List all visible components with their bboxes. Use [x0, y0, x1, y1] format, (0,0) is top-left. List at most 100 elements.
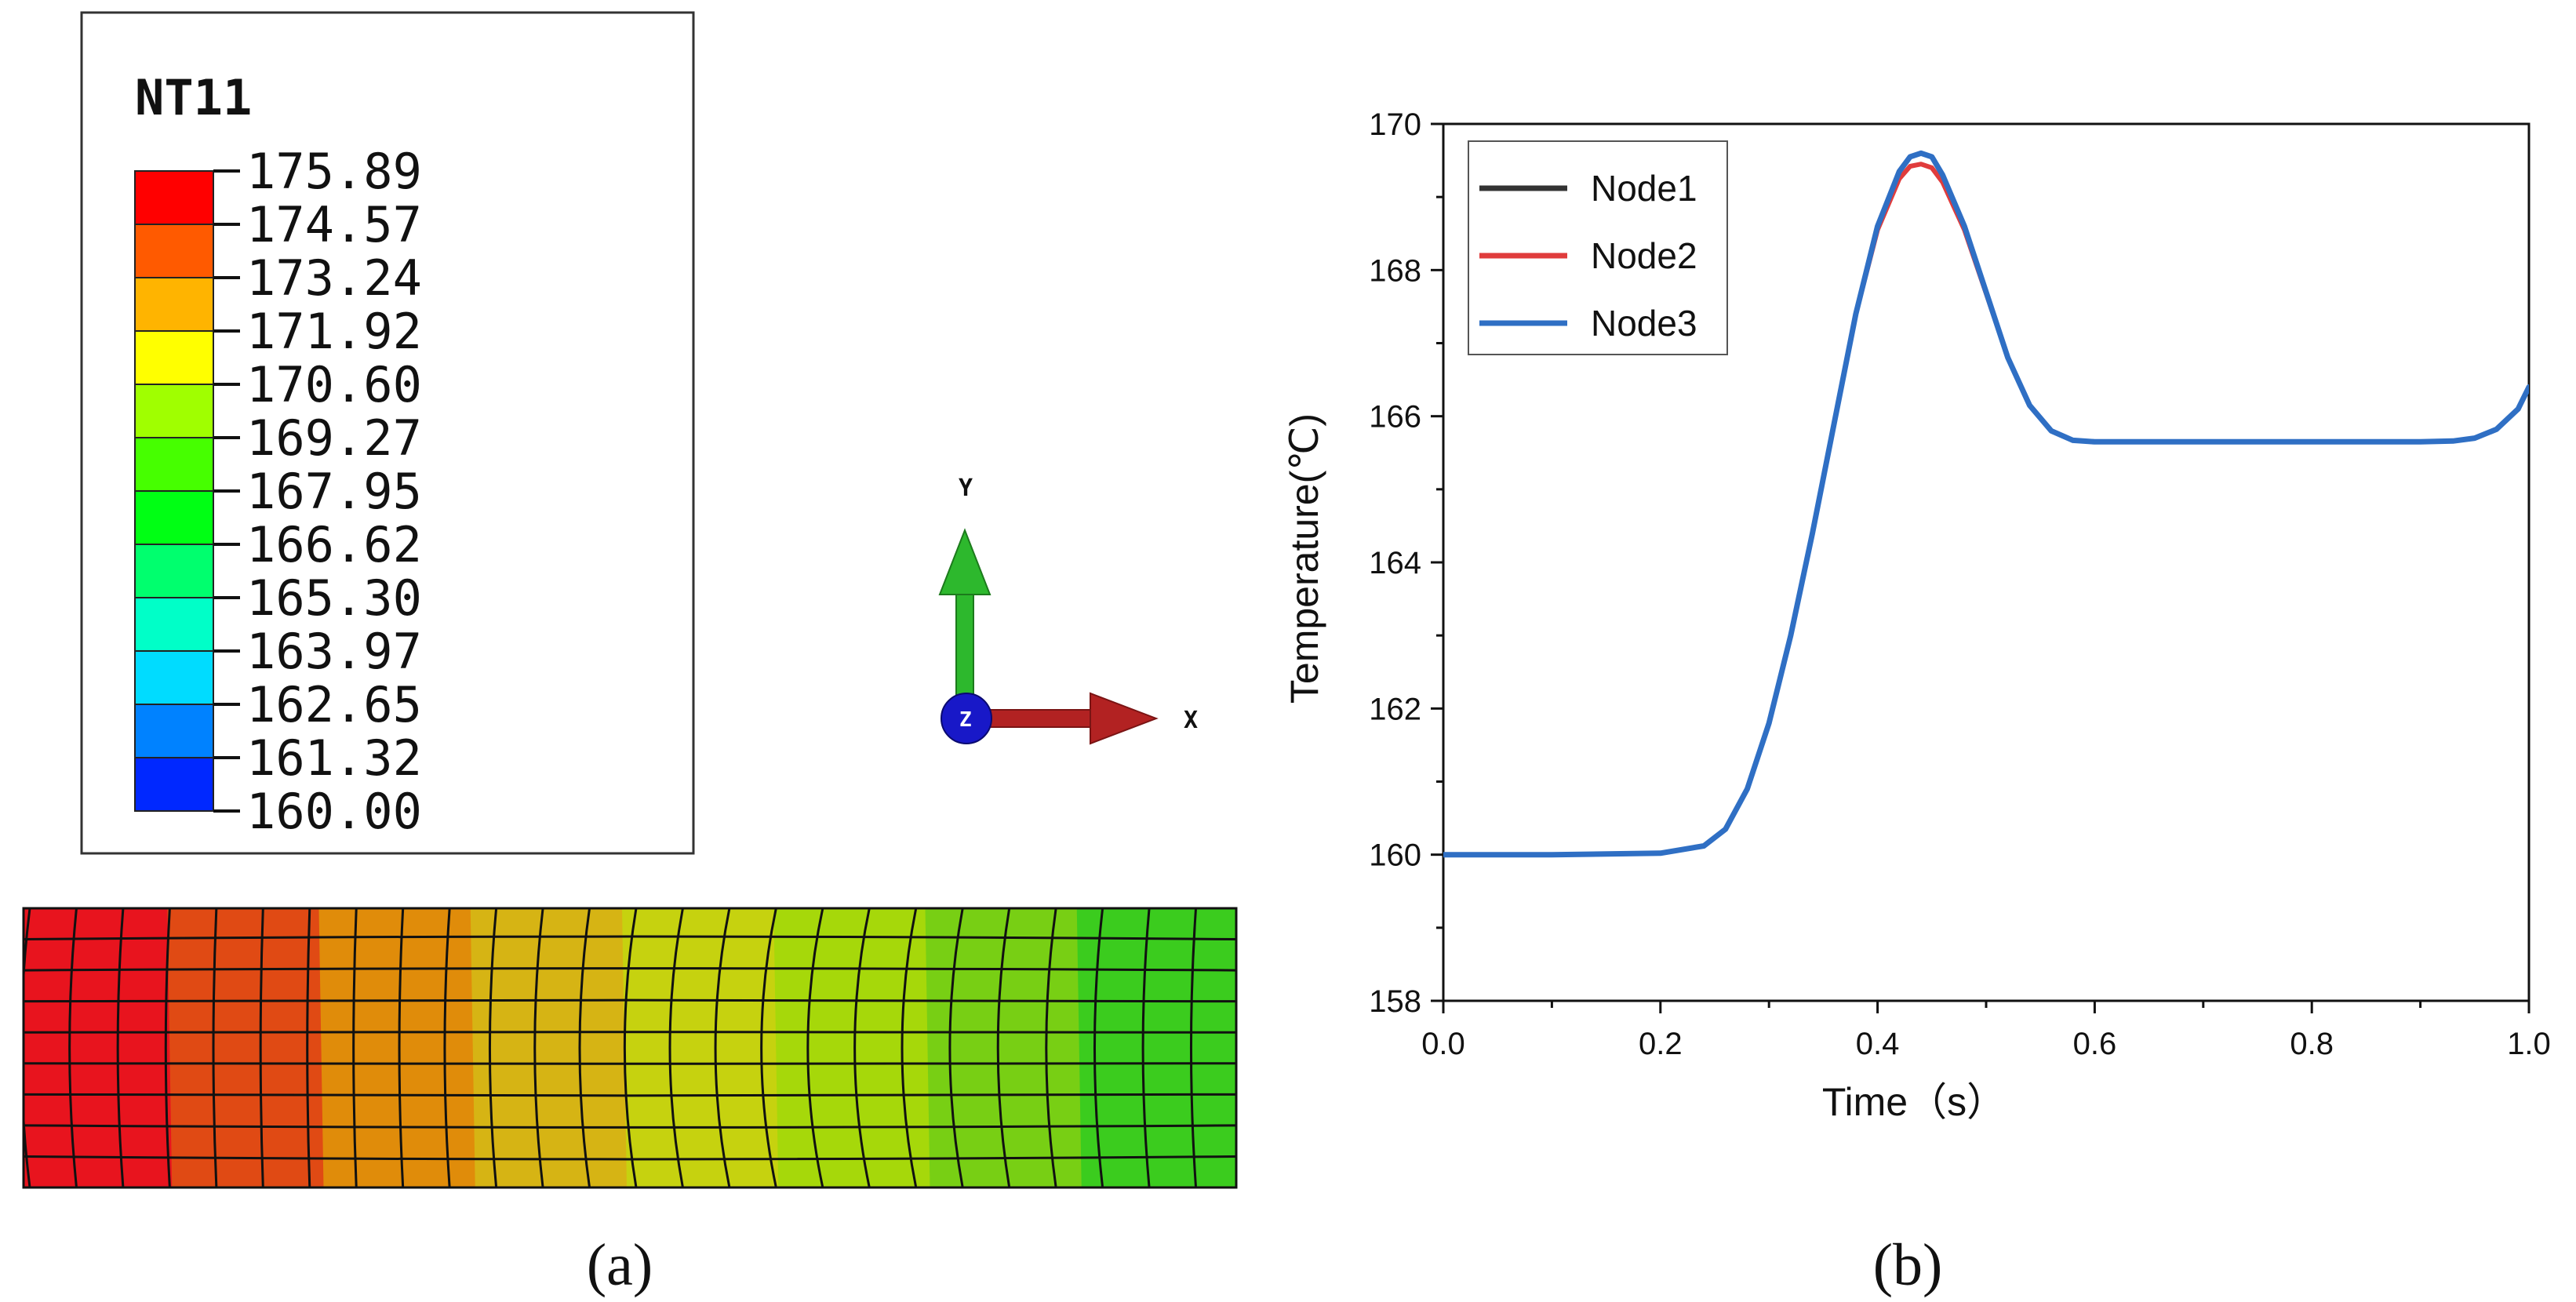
mesh-color-band [1076, 908, 1236, 1187]
legend-level-label: 174.57 [246, 196, 422, 253]
mesh-column-line [259, 908, 264, 1187]
legend-level-label: 173.24 [246, 249, 422, 307]
mesh-column-line [578, 908, 591, 1187]
mesh-column-line [164, 908, 171, 1187]
mesh-column-line [714, 908, 731, 1187]
mesh-row-line [24, 1093, 1236, 1097]
axis-tick-labels: 0.0 0.2 0.4 0.6 0.8 1.0 158 160 162 164 166 168 170 [1369, 107, 2551, 1061]
x-axis-arrow-head [1090, 692, 1159, 745]
mesh-color-band [318, 908, 491, 1187]
mesh-column-line [1141, 908, 1151, 1187]
mesh-column-line [116, 908, 125, 1187]
mesh-column-line [1045, 908, 1057, 1187]
mesh-column-line [1093, 908, 1104, 1187]
z-axis-sphere [941, 693, 992, 744]
mesh-column-line [212, 908, 218, 1187]
x-axis-title: Time（s） [1822, 1080, 2006, 1124]
legend-entry-node2: Node2 [1591, 235, 1697, 276]
legend-swatch [134, 704, 214, 758]
y-tick-label: 160 [1369, 838, 1421, 873]
mesh-row-line [24, 1124, 1236, 1129]
mesh-column-line [948, 908, 964, 1187]
legend-level-label: 175.89 [246, 143, 422, 200]
legend-level-label: 163.97 [246, 623, 422, 680]
panel-a-caption: (a) [587, 1232, 653, 1298]
legend-swatch [134, 170, 214, 225]
panel-b-line-chart: 0.0 0.2 0.4 0.6 0.8 1.0158160162164166168170 … [1283, 107, 2551, 1298]
mesh-column-line [398, 908, 405, 1187]
mesh-column-line [806, 908, 824, 1187]
y-tick-label: 168 [1369, 253, 1421, 288]
mesh-column-line [901, 908, 918, 1187]
chart-legend-items: Node1 Node2 Node3 [1479, 168, 1697, 344]
panel-b-caption: (b) [1873, 1232, 1943, 1298]
legend-entry-node3: Node3 [1591, 303, 1697, 344]
legend-color-scale [134, 170, 214, 812]
x-tick-label: 0.6 [2073, 1027, 2117, 1061]
mesh-column-line [996, 908, 1011, 1187]
series-lines [1443, 150, 2529, 858]
y-tick-label: 162 [1369, 692, 1421, 726]
axis-ticks [1431, 122, 2531, 1013]
mesh-color-band [622, 908, 795, 1187]
legend-title: NT11 [135, 69, 252, 126]
mesh-column-line [760, 908, 777, 1187]
mesh-column-line [24, 908, 31, 1187]
mesh-color-band [24, 908, 188, 1187]
y-axis-title: Temperature(℃) [1283, 413, 1326, 704]
legend-swatch [134, 277, 214, 332]
mesh-row-line [24, 998, 1236, 1003]
mesh-row-line [24, 1031, 1236, 1034]
legend-level-label: 166.62 [246, 516, 422, 573]
legend-swatch [134, 650, 214, 705]
y-axis-label: Y [959, 475, 973, 502]
y-axis-arrow-shaft [955, 589, 974, 699]
mesh-column-line [352, 908, 358, 1187]
x-tick-label: 0.2 [1639, 1027, 1683, 1061]
mesh-row-line [24, 935, 1236, 941]
x-tick-label: 0.0 [1421, 1027, 1465, 1061]
legend-swatch [134, 490, 214, 545]
legend-level-label: 169.27 [246, 409, 422, 467]
mesh-outline [22, 907, 1238, 1189]
mesh-column-line [1239, 908, 1243, 1187]
x-tick-label: 0.8 [2290, 1027, 2334, 1061]
series-line-node3 [1443, 150, 2529, 858]
mesh-column-line [853, 908, 871, 1187]
mesh-column-line [306, 908, 311, 1187]
y-tick-label: 170 [1369, 107, 1421, 142]
mesh-column-line [443, 908, 451, 1187]
legend-swatch [134, 437, 214, 492]
mesh-color-band [470, 908, 642, 1187]
y-tick-label: 166 [1369, 400, 1421, 435]
legend-swatch [134, 544, 214, 598]
mesh-column-line [668, 908, 684, 1187]
mesh-column-line [1189, 908, 1198, 1187]
x-axis-arrow-shaft [981, 709, 1094, 728]
legend-level-label: 162.65 [246, 676, 422, 733]
mesh-column-line [68, 908, 78, 1187]
legend-swatch [134, 597, 214, 652]
x-tick-label: 0.4 [1856, 1027, 1900, 1061]
mesh-color-band [167, 908, 340, 1187]
legend-level-label: 171.92 [246, 303, 422, 360]
z-axis-label: Z [959, 708, 972, 732]
chart-legend [1468, 140, 1728, 355]
mesh-column-line [488, 908, 498, 1187]
mesh-color-bands [24, 908, 1236, 1187]
mesh-color-band [925, 908, 1097, 1187]
legend-level-labels: 175.89174.57173.24171.92170.60169.27167.… [213, 143, 422, 840]
legend-swatch [134, 757, 214, 812]
y-tick-label: 164 [1369, 546, 1421, 580]
legend-swatch [134, 384, 214, 438]
legend-level-label: 167.95 [246, 463, 422, 520]
legend-level-label: 160.00 [246, 783, 422, 840]
mesh-contour-plot [22, 907, 1243, 1189]
mesh-column-line [533, 908, 544, 1187]
y-tick-label: 158 [1369, 984, 1421, 1019]
legend-entry-node1: Node1 [1591, 168, 1697, 209]
legend-level-label: 161.32 [246, 729, 422, 787]
mesh-color-band [773, 908, 946, 1187]
axis-triad-icon: Y X Z [938, 475, 1198, 745]
